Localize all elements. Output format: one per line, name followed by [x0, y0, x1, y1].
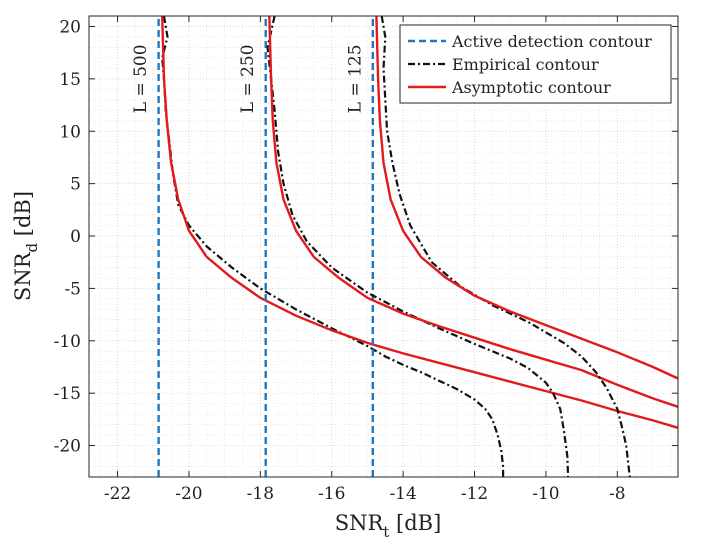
curve-label: L = 125 — [345, 44, 365, 113]
curve-labels: L = 500 L = 250 L = 125 — [131, 44, 365, 113]
legend-box — [399, 24, 672, 104]
series-line-asymptotic-contour — [161, 16, 678, 429]
y-axis-ticks: 20 15 10 5 0 -5 -10 -15 -20 — [54, 17, 678, 457]
legend: Active detection contour Empirical conto… — [399, 24, 672, 104]
legend-label-asymptotic: Asymptotic contour — [451, 78, 611, 97]
plot-frame — [88, 15, 679, 478]
series-line-empirical-contour-l-125 — [380, 16, 631, 477]
x-axis-title-unit: [dB] — [389, 511, 441, 535]
x-axis-title-sub: t — [383, 523, 389, 541]
y-axis-title: SNRd [dB] — [11, 191, 41, 301]
x-tick-label: -8 — [609, 484, 626, 504]
legend-label-active-detection: Active detection contour — [451, 32, 652, 51]
y-axis-title-main: SNR — [11, 251, 35, 301]
y-tick-label: 10 — [59, 122, 81, 142]
x-tick-label: -20 — [175, 484, 202, 504]
legend-label-empirical: Empirical contour — [452, 55, 599, 74]
y-tick-label: 0 — [70, 227, 81, 247]
y-axis-title-unit: [dB] — [11, 191, 35, 243]
y-tick-label: -5 — [64, 279, 81, 299]
x-axis-ticks: -22 -20 -18 -16 -14 -12 -10 -8 — [104, 16, 626, 504]
x-tick-label: -12 — [461, 484, 488, 504]
y-tick-label: 15 — [59, 70, 81, 90]
x-tick-label: -16 — [318, 484, 345, 504]
x-axis-title-main: SNR — [335, 511, 385, 535]
x-tick-label: -18 — [247, 484, 274, 504]
y-axis-title-sub: d — [23, 242, 41, 252]
curve-label: L = 500 — [131, 44, 151, 113]
x-tick-label: -14 — [389, 484, 416, 504]
curve-label: L = 250 — [238, 44, 258, 113]
x-tick-label: -22 — [104, 484, 131, 504]
series-layer — [157, 16, 678, 477]
series-line-asymptotic-contour-l-250 — [268, 16, 678, 408]
y-tick-label: -10 — [54, 332, 81, 352]
x-tick-label: -10 — [532, 484, 559, 504]
series-line-asymptotic-contour-l-125 — [375, 16, 678, 380]
y-tick-label: -15 — [54, 384, 81, 404]
y-tick-label: 20 — [59, 17, 81, 37]
y-tick-label: -20 — [54, 437, 81, 457]
y-tick-label: 5 — [70, 175, 81, 195]
x-axis-title: SNRt [dB] — [335, 511, 442, 541]
series-line-empirical-contour-l-250 — [266, 16, 570, 477]
